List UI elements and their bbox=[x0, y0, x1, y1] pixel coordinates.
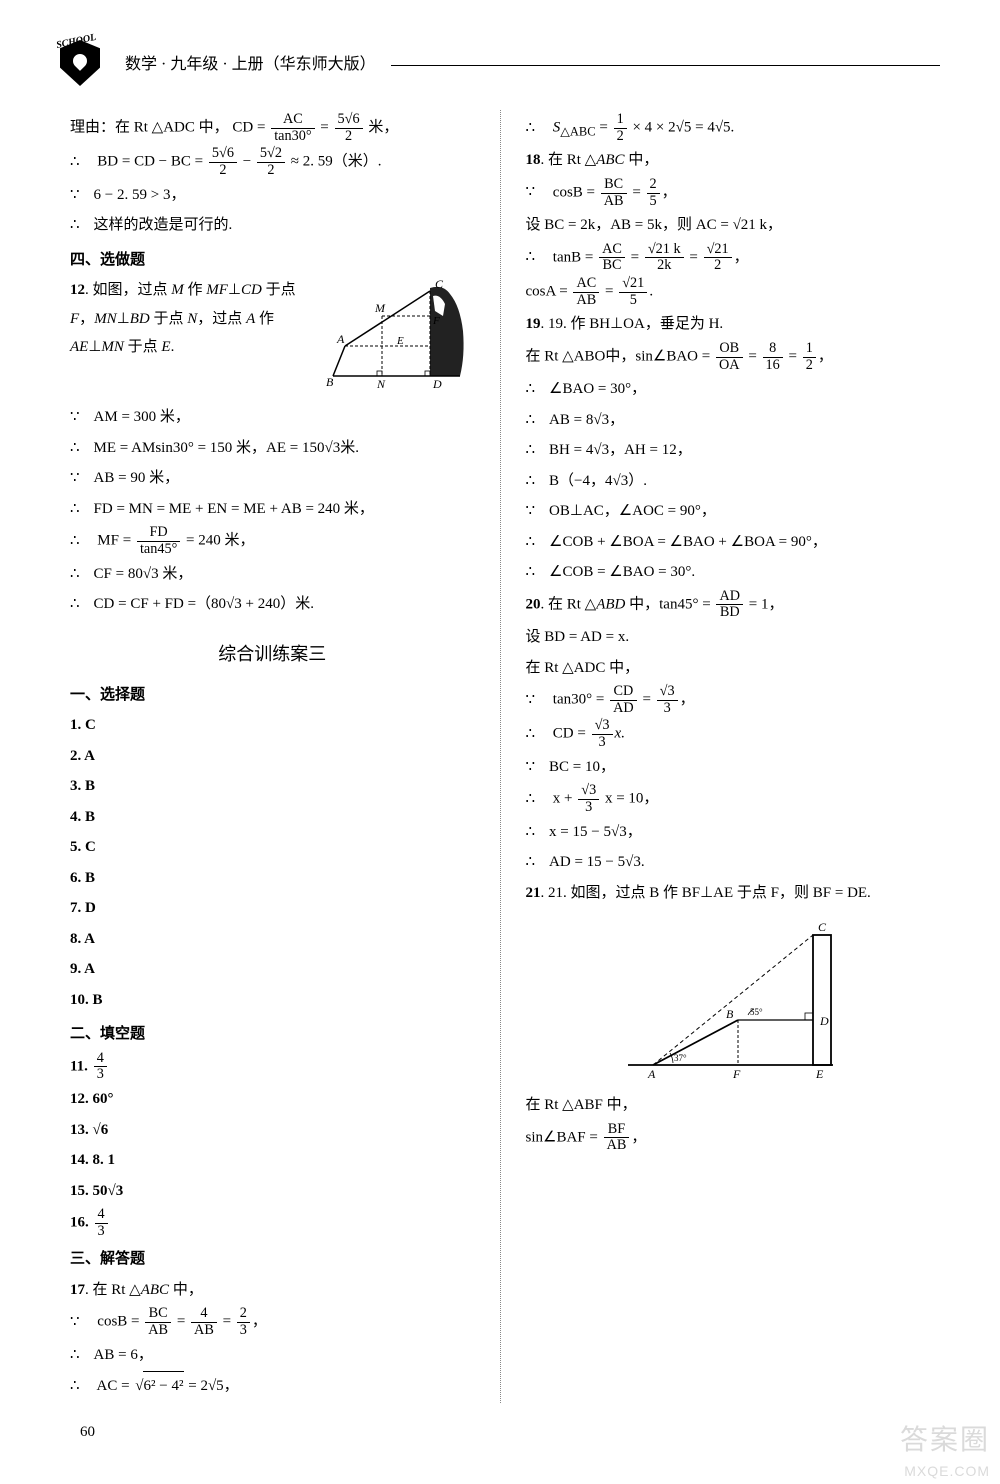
q1: 1. C bbox=[70, 711, 475, 740]
p17-head: 17. 在 Rt △ABC 中， bbox=[70, 1276, 475, 1305]
q11: 11. 43 bbox=[70, 1051, 475, 1083]
q2: 2. A bbox=[70, 742, 475, 771]
svg-text:B: B bbox=[726, 1007, 734, 1021]
p21-rt: 在 Rt △ABF 中， bbox=[526, 1091, 931, 1120]
cd-final-line: CD = CF + FD =（80√3 + 240）米. bbox=[70, 590, 475, 619]
fd-line: FD = MN = ME + EN = ME + AB = 240 米， bbox=[70, 495, 475, 524]
svg-text:D: D bbox=[432, 377, 442, 391]
mountain-figure: A B C D M N E F bbox=[315, 276, 475, 396]
p19-ob: OB⊥AC，∠AOC = 90°， bbox=[526, 497, 931, 526]
training-title: 综合训练案三 bbox=[70, 637, 475, 671]
svg-text:A: A bbox=[647, 1067, 656, 1081]
svg-text:B: B bbox=[326, 375, 334, 389]
p18-set: 设 BC = 2k，AB = 5k，则 AC = √21 k， bbox=[526, 211, 931, 240]
mf-line: MF = FDtan45° = 240 米， bbox=[70, 525, 475, 557]
p20-cd: CD = √33x. bbox=[526, 718, 931, 750]
p19-bh: BH = 4√3，AH = 12， bbox=[526, 436, 931, 465]
header-rule bbox=[391, 65, 940, 66]
p20-xeq: x + √33 x = 10， bbox=[526, 783, 931, 815]
svg-text:37°: 37° bbox=[674, 1053, 687, 1063]
page-number: 60 bbox=[80, 1418, 940, 1447]
p21-sin: sin∠BAF = BFAB， bbox=[526, 1122, 931, 1154]
building-figure: A B C D E F 55° 37° bbox=[598, 915, 858, 1085]
me-line: ME = AMsin30° = 150 米，AE = 150√3米. bbox=[70, 434, 475, 463]
q10: 10. B bbox=[70, 986, 475, 1015]
svg-text:C: C bbox=[435, 277, 444, 291]
p19-cob: ∠COB + ∠BOA = ∠BAO + ∠BOA = 90°， bbox=[526, 528, 931, 557]
q14: 14. 8. 1 bbox=[70, 1146, 475, 1175]
section-1: 一、选择题 bbox=[70, 681, 475, 710]
svg-text:E: E bbox=[396, 335, 404, 347]
p19-head: 19. 19. 作 BH⊥OA，垂足为 H. bbox=[526, 310, 931, 339]
p18-cosb: cosB = BCAB = 25， bbox=[526, 177, 931, 209]
p20-head: 20. 在 Rt △ABD 中，tan45° = ADBD = 1， bbox=[526, 589, 931, 621]
s-abc: S△ABC = 12 × 4 × 2√5 = 4√5. bbox=[526, 112, 931, 144]
p20-tan30: tan30° = CDAD = √33， bbox=[526, 684, 931, 716]
p17-ac: AC = 6² − 4² = 2√5， bbox=[70, 1371, 475, 1401]
q16: 16. 43 bbox=[70, 1207, 475, 1239]
p20-xval: x = 15 − 5√3， bbox=[526, 818, 931, 847]
p19-bao: ∠BAO = 30°， bbox=[526, 375, 931, 404]
svg-text:M: M bbox=[374, 301, 386, 315]
compare-line: 6 − 2. 59 > 3， bbox=[70, 181, 475, 210]
p19-b: B（−4，4√3）. bbox=[526, 467, 931, 496]
section-2: 二、填空题 bbox=[70, 1020, 475, 1049]
p18-tanb: tanB = ACBC = √21 k2k = √212， bbox=[526, 242, 931, 274]
q8: 8. A bbox=[70, 925, 475, 954]
school-logo-icon: SCHOOL bbox=[60, 40, 110, 90]
p19-cob2: ∠COB = ∠BAO = 30°. bbox=[526, 558, 931, 587]
q15: 15. 50√3 bbox=[70, 1177, 475, 1206]
section-4: 四、选做题 bbox=[70, 246, 475, 275]
svg-text:D: D bbox=[819, 1014, 829, 1028]
p20-adc: 在 Rt △ADC 中， bbox=[526, 654, 931, 683]
svg-text:E: E bbox=[815, 1067, 824, 1081]
q12: 12. 60° bbox=[70, 1085, 475, 1114]
p19-rt: 在 Rt △ABO中，sin∠BAO = OBOA = 816 = 12， bbox=[526, 341, 931, 373]
cf-line: CF = 80√3 米， bbox=[70, 560, 475, 589]
p17-ab: AB = 6， bbox=[70, 1341, 475, 1370]
header-title: 数学 · 九年级 · 上册（华东师大版） bbox=[125, 50, 376, 80]
p17-cosb: cosB = BCAB = 4AB = 23， bbox=[70, 1306, 475, 1338]
bd-line: BD = CD − BC = 5√62 − 5√22 ≈ 2. 59（米）. bbox=[70, 146, 475, 178]
am-line: AM = 300 米， bbox=[70, 403, 475, 432]
q9: 9. A bbox=[70, 955, 475, 984]
q3: 3. B bbox=[70, 772, 475, 801]
svg-text:N: N bbox=[376, 377, 386, 391]
ab-line: AB = 90 米， bbox=[70, 464, 475, 493]
svg-text:F: F bbox=[432, 315, 440, 327]
conclusion-line: 这样的改造是可行的. bbox=[70, 211, 475, 240]
page: SCHOOL 数学 · 九年级 · 上册（华东师大版） 理由：在 Rt △ADC… bbox=[0, 0, 1000, 1476]
p20-ad: AD = 15 − 5√3. bbox=[526, 848, 931, 877]
section-3: 三、解答题 bbox=[70, 1245, 475, 1274]
p19-ab: AB = 8√3， bbox=[526, 406, 931, 435]
q5: 5. C bbox=[70, 833, 475, 862]
content-columns: 理由：在 Rt △ADC 中， CD = ACtan30° = 5√62 米， … bbox=[60, 110, 940, 1403]
page-header: SCHOOL 数学 · 九年级 · 上册（华东师大版） bbox=[60, 40, 940, 90]
watermark-url: MXQE.COM bbox=[904, 1458, 990, 1484]
q4: 4. B bbox=[70, 803, 475, 832]
right-column: S△ABC = 12 × 4 × 2√5 = 4√5. 18. 在 Rt △AB… bbox=[501, 110, 941, 1403]
p18-head: 18. 在 Rt △ABC 中， bbox=[526, 146, 931, 175]
svg-text:55°: 55° bbox=[750, 1007, 763, 1017]
p20-set: 设 BD = AD = x. bbox=[526, 623, 931, 652]
q7: 7. D bbox=[70, 894, 475, 923]
q6: 6. B bbox=[70, 864, 475, 893]
svg-text:C: C bbox=[818, 920, 827, 934]
reason-line: 理由：在 Rt △ADC 中， CD = ACtan30° = 5√62 米， bbox=[70, 112, 475, 144]
p18-cosa: cosA = ACAB = √215. bbox=[526, 276, 931, 308]
p20-bc: BC = 10， bbox=[526, 753, 931, 782]
p21-head: 21. 21. 如图，过点 B 作 BF⊥AE 于点 F，则 BF = DE. bbox=[526, 879, 931, 908]
q13: 13. √6 bbox=[70, 1116, 475, 1145]
svg-text:F: F bbox=[732, 1067, 741, 1081]
svg-text:A: A bbox=[336, 332, 345, 346]
left-column: 理由：在 Rt △ADC 中， CD = ACtan30° = 5√62 米， … bbox=[60, 110, 500, 1403]
